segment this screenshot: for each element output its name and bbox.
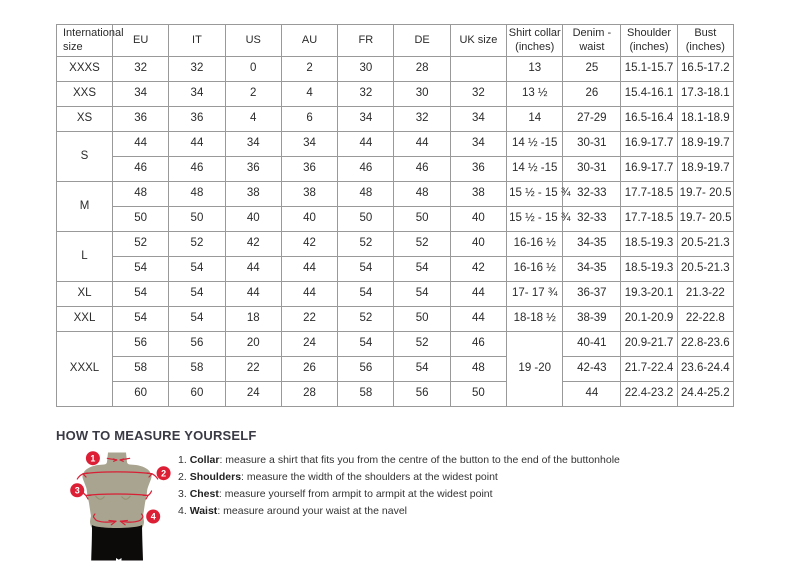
svg-text:1: 1 <box>90 453 95 463</box>
svg-text:4: 4 <box>151 512 156 522</box>
svg-text:3: 3 <box>75 485 80 495</box>
svg-text:2: 2 <box>161 468 166 478</box>
